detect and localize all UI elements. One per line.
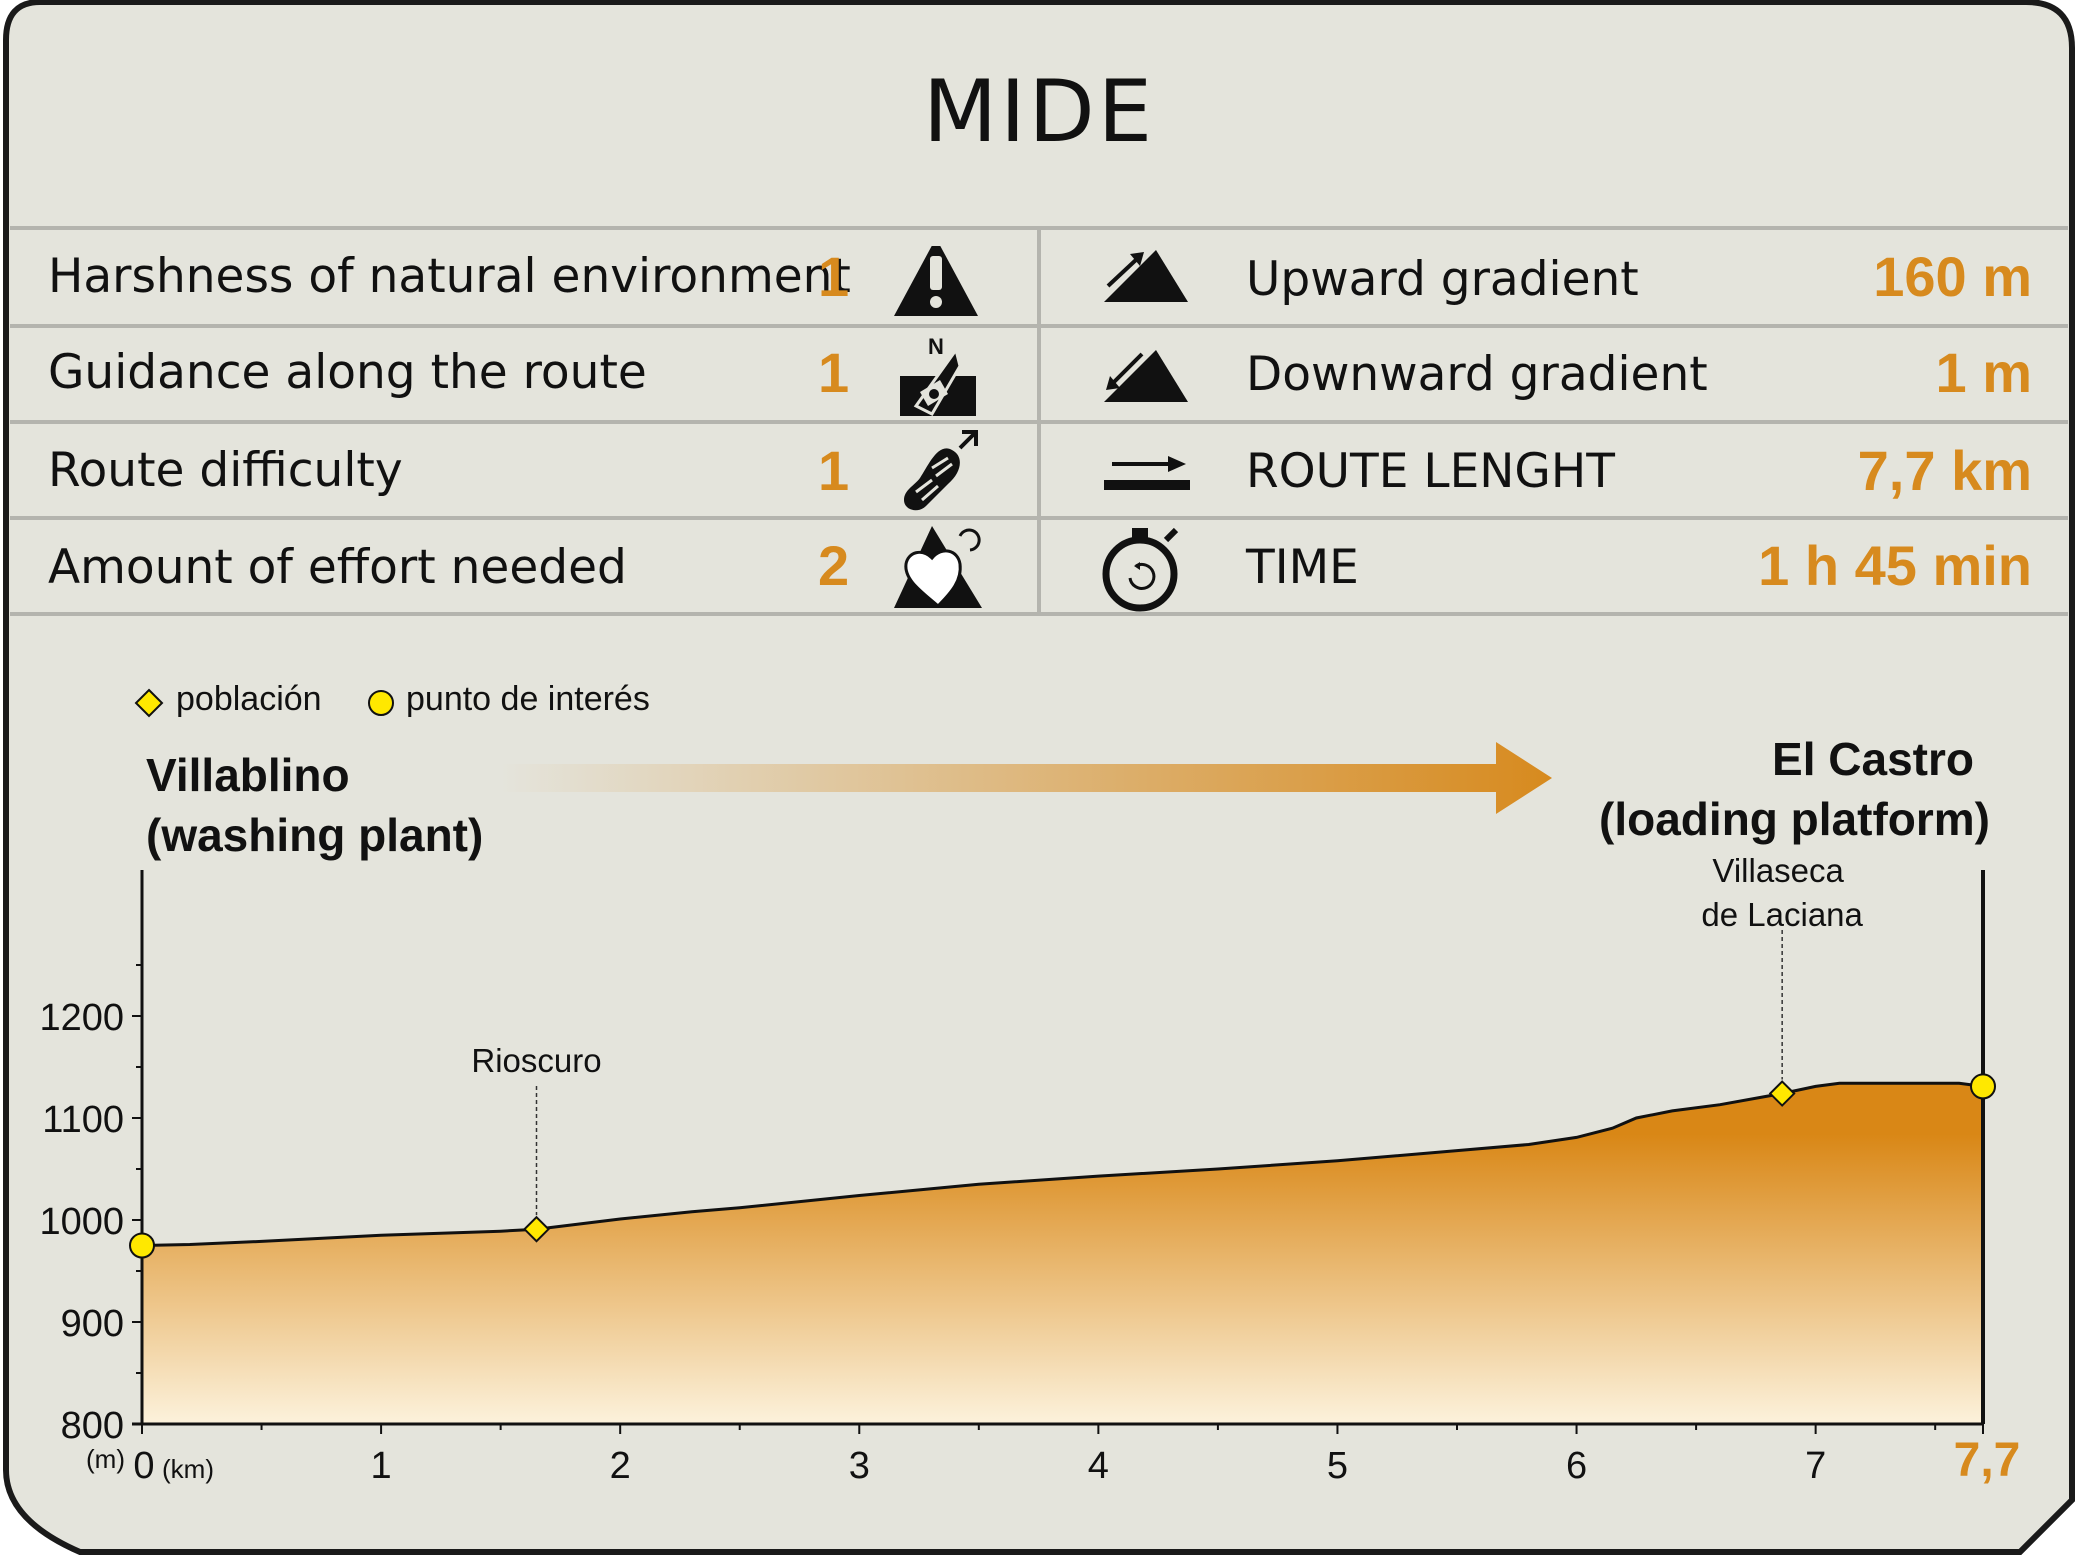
mide-value-length: 7,7 km	[1857, 439, 2032, 502]
mide-label-downward: Downward gradient	[1246, 347, 1708, 402]
poi-marker	[1970, 1073, 1996, 1100]
y-tick-label: 900	[61, 1303, 124, 1345]
x-tick-label: 7,7	[1954, 1434, 2021, 1487]
stopwatch-icon	[1102, 527, 1179, 612]
page-title: MIDE	[922, 62, 1156, 162]
town-marker	[523, 1215, 550, 1243]
town-marker	[1768, 1080, 1796, 1107]
mide-label-harshness: Harshness of natural environment	[48, 249, 851, 304]
profile-area	[142, 1083, 1983, 1424]
legend-town-label: población	[176, 680, 322, 718]
mide-label-upward: Upward gradient	[1246, 252, 1639, 307]
mide-value-upward: 160 m	[1873, 245, 2032, 308]
upward-slope-icon	[1104, 250, 1188, 302]
y-tick-label: 1100	[42, 1099, 124, 1141]
mide-value-difficulty: 1	[818, 439, 850, 502]
mide-value-guidance: 1	[818, 341, 850, 404]
point-label: Rioscuro	[471, 1042, 601, 1079]
route-direction-arrow	[500, 742, 1552, 814]
heart-mountain-icon	[894, 526, 982, 609]
profile-line	[141, 1081, 1984, 1247]
point-label: de Laciana	[1701, 896, 1863, 933]
x-tick-label: 0	[133, 1445, 154, 1487]
mide-label-length: ROUTE LENGHT	[1246, 444, 1615, 499]
x-tick-label: 6	[1566, 1445, 1587, 1487]
route-end-detail: (loading platform)	[1599, 793, 1990, 845]
legend-poi-label: punto de interés	[406, 680, 650, 718]
y-tick-label: 1000	[39, 1201, 124, 1243]
y-tick-label: 1200	[39, 997, 124, 1039]
x-tick-label: 7	[1805, 1445, 1826, 1487]
mide-value-time: 1 h 45 min	[1758, 534, 2032, 597]
x-tick-label: 2	[610, 1445, 631, 1487]
x-tick-label: 1	[371, 1445, 392, 1487]
distance-arrow-icon	[1104, 456, 1190, 490]
compass-north-icon: N	[900, 334, 976, 416]
poi-marker	[129, 1232, 155, 1259]
town-marker-icon	[134, 688, 164, 718]
mide-label-effort: Amount of effort needed	[48, 540, 627, 595]
mide-value-downward: 1 m	[1935, 341, 2033, 404]
warning-mountain-icon	[894, 238, 978, 316]
mide-value-effort: 2	[818, 534, 850, 597]
y-tick-label: 800	[61, 1405, 124, 1447]
x-unit-label: (km)	[162, 1454, 214, 1484]
x-tick-label: 3	[849, 1445, 870, 1487]
route-end-name: El Castro	[1772, 733, 1974, 785]
route-start-name: Villablino	[146, 749, 350, 801]
mide-label-difficulty: Route difficulty	[48, 443, 403, 498]
y-unit-label: (m)	[86, 1444, 125, 1474]
route-start-detail: (washing plant)	[146, 809, 484, 861]
x-tick-label: 4	[1088, 1445, 1109, 1487]
mide-value-harshness: 1	[818, 245, 850, 308]
poi-marker-icon	[368, 690, 394, 716]
footprint-icon	[904, 430, 978, 511]
downward-slope-icon	[1104, 350, 1188, 402]
svg-text:N: N	[928, 334, 944, 359]
mide-label-time: TIME	[1246, 540, 1359, 595]
point-label: Villaseca	[1712, 852, 1844, 889]
x-tick-label: 5	[1327, 1445, 1348, 1487]
mide-label-guidance: Guidance along the route	[48, 345, 647, 400]
